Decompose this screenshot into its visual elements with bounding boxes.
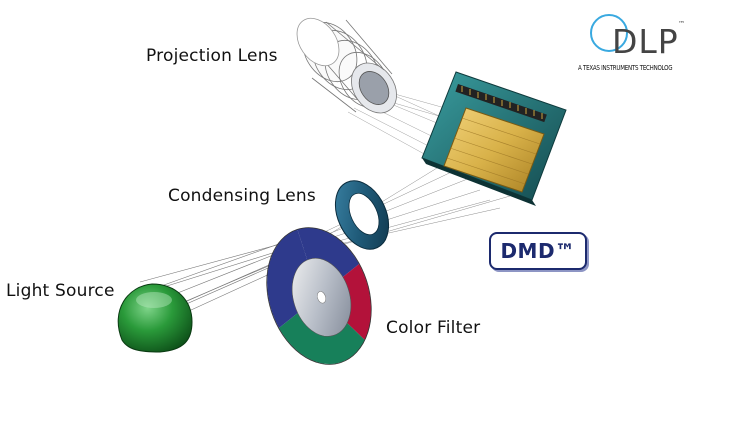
dlp-logo: DLP ™ A TEXAS INSTRUMENTS TECHNOLOG (578, 12, 696, 76)
light-source-bulb (117, 283, 193, 353)
logo-wordmark: DLP (612, 22, 679, 61)
logo-tagline: A TEXAS INSTRUMENTS TECHNOLOG (578, 64, 673, 72)
logo-trademark: ™ (678, 20, 685, 28)
logo-circle-icon (590, 14, 628, 52)
dmd-chip (421, 71, 567, 206)
light-source-label: Light Source (6, 281, 115, 301)
projection-lens-label: Projection Lens (146, 46, 278, 66)
dmd-badge: DMD™ (489, 232, 587, 270)
dmd-badge-text: DMD™ (500, 239, 576, 263)
color-filter-wheel (266, 227, 372, 365)
condensing-lens-label: Condensing Lens (168, 186, 316, 206)
condensing-lens (334, 180, 390, 250)
projection-lens (296, 17, 397, 114)
color-filter-label: Color Filter (386, 318, 481, 338)
